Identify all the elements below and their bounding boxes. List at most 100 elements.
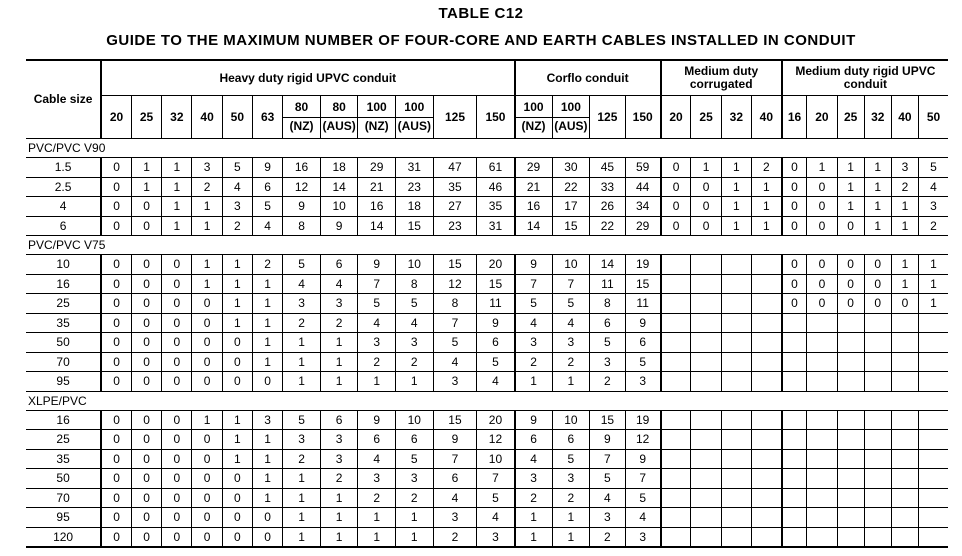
value-cell: 2 — [513, 487, 553, 508]
value-cell: 1 — [282, 332, 321, 352]
value-cell: 14 — [357, 215, 396, 236]
value-cell: 3 — [890, 157, 919, 177]
table-subtitle: GUIDE TO THE MAXIMUM NUMBER OF FOUR-CORE… — [106, 32, 856, 49]
value-cell: 1 — [319, 332, 358, 352]
value-cell: 7 — [513, 273, 553, 294]
value-cell: 0 — [130, 409, 162, 430]
value-cell — [690, 351, 722, 372]
conduit-size-header: 100 (AUS) — [394, 95, 434, 139]
value-cell: 9 — [357, 409, 396, 430]
cable-size-cell: 70 — [26, 487, 103, 508]
value-cell — [720, 351, 752, 372]
value-cell: 6 — [357, 429, 396, 449]
value-cell: 1 — [161, 157, 192, 177]
value-cell — [890, 448, 919, 469]
value-cell — [890, 429, 919, 449]
value-cell: 0 — [161, 371, 192, 391]
value-cell: 4 — [251, 215, 283, 236]
value-cell: 0 — [101, 468, 132, 488]
value-cell: 1 — [551, 371, 590, 391]
value-cell: 18 — [394, 196, 434, 216]
value-cell: 0 — [161, 293, 192, 313]
value-cell: 0 — [130, 273, 162, 294]
value-cell: 3 — [282, 293, 321, 313]
cable-size-cell: 95 — [26, 507, 103, 527]
value-cell: 0 — [161, 487, 192, 508]
value-cell: 3 — [476, 526, 515, 547]
value-cell — [863, 371, 892, 391]
value-cell: 0 — [863, 273, 892, 294]
cable-size-cell: 2.5 — [26, 176, 103, 197]
value-cell: 0 — [780, 176, 807, 197]
value-cell: 0 — [191, 507, 223, 527]
cable-size-cell: 95 — [26, 371, 103, 391]
value-cell: 1 — [394, 507, 434, 527]
value-cell: 5 — [251, 196, 283, 216]
value-cell: 7 — [432, 312, 477, 333]
value-cell — [750, 429, 782, 449]
value-cell — [720, 487, 752, 508]
conduit-size-value: 100 — [523, 100, 544, 114]
value-cell — [806, 429, 838, 449]
value-cell — [917, 332, 948, 352]
table-row: 70 0 0 0 0 0 1 1 1 2 2 4 5 2 2 3 5 — [26, 351, 948, 372]
value-cell — [863, 332, 892, 352]
conduit-size-header: 40 — [890, 95, 919, 139]
value-cell — [780, 409, 807, 430]
value-cell: 1 — [319, 351, 358, 372]
value-cell — [720, 468, 752, 488]
value-cell: 2 — [319, 312, 358, 333]
value-cell: 0 — [161, 526, 192, 547]
conduit-size-header: 32 — [863, 95, 892, 139]
value-cell — [750, 371, 782, 391]
value-cell — [750, 526, 782, 547]
value-cell: 0 — [130, 215, 162, 236]
value-cell: 0 — [161, 507, 192, 527]
value-cell: 7 — [551, 273, 590, 294]
value-cell — [659, 487, 691, 508]
value-cell: 9 — [357, 254, 396, 274]
table-row: 25 0 0 0 0 1 1 3 3 6 6 9 12 6 6 9 12 — [26, 429, 948, 449]
value-cell — [750, 351, 782, 372]
value-cell: 4 — [432, 487, 477, 508]
value-cell: 5 — [221, 157, 253, 177]
value-cell: 5 — [917, 157, 948, 177]
value-cell — [690, 409, 722, 430]
value-cell: 0 — [251, 371, 283, 391]
value-cell: 0 — [780, 254, 807, 274]
value-cell: 7 — [357, 273, 396, 294]
value-cell: 0 — [101, 157, 132, 177]
value-cell: 1 — [720, 176, 752, 197]
value-cell: 0 — [221, 351, 253, 372]
value-cell: 0 — [130, 332, 162, 352]
value-cell: 1 — [130, 176, 162, 197]
value-cell: 0 — [130, 487, 162, 508]
value-cell: 2 — [890, 176, 919, 197]
value-cell: 3 — [589, 351, 626, 372]
cable-size-cell: 50 — [26, 468, 103, 488]
conduit-size-header: 32 — [720, 95, 752, 139]
value-cell: 0 — [221, 487, 253, 508]
value-cell: 1 — [319, 507, 358, 527]
value-cell — [863, 468, 892, 488]
value-cell: 10 — [319, 196, 358, 216]
value-cell: 10 — [551, 409, 590, 430]
value-cell: 2 — [551, 351, 590, 372]
value-cell: 9 — [432, 429, 477, 449]
value-cell: 1 — [750, 176, 782, 197]
value-cell: 45 — [589, 157, 626, 177]
cable-size-cell: 1.5 — [26, 157, 103, 177]
value-cell: 4 — [282, 273, 321, 294]
value-cell — [863, 526, 892, 547]
value-cell: 3 — [319, 429, 358, 449]
value-cell: 1 — [282, 487, 321, 508]
conduit-size-header: 63 — [251, 95, 283, 139]
value-cell: 1 — [251, 487, 283, 508]
value-cell: 3 — [551, 332, 590, 352]
value-cell — [659, 371, 691, 391]
value-cell: 10 — [476, 448, 515, 469]
conduit-size-header: 25 — [130, 95, 162, 139]
value-cell: 8 — [282, 215, 321, 236]
value-cell: 4 — [394, 312, 434, 333]
value-cell: 3 — [357, 468, 396, 488]
